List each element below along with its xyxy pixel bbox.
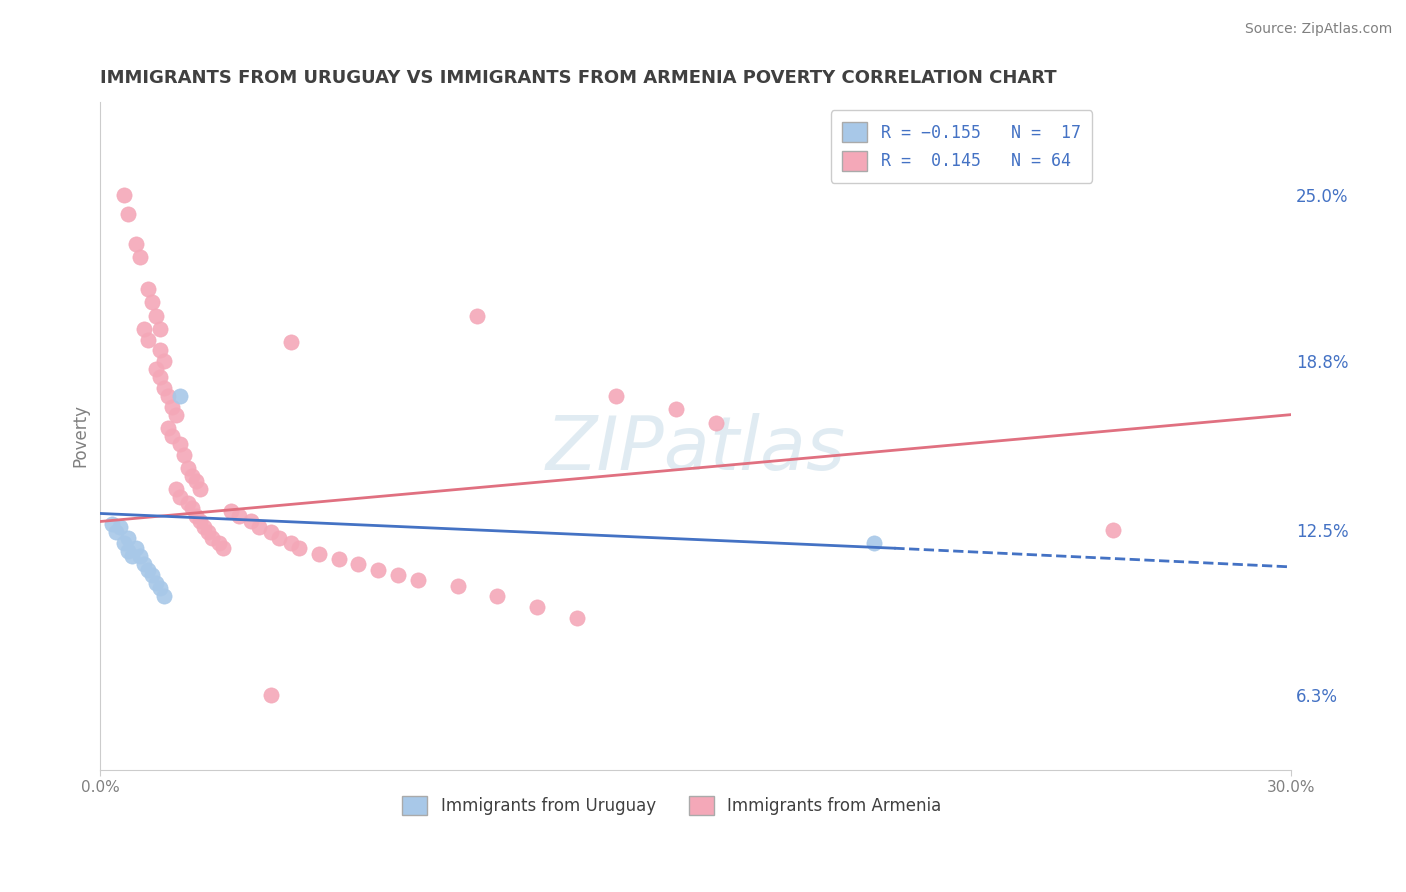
Point: [132, 322, 155, 336]
Point: [347, 558, 370, 572]
Y-axis label: Poverty: Poverty: [72, 404, 89, 467]
Point: [145, 362, 167, 376]
Point: [1101, 523, 1123, 537]
Point: [526, 599, 548, 614]
Point: [145, 309, 167, 323]
Point: [165, 483, 187, 497]
Point: [136, 563, 159, 577]
Point: [117, 544, 139, 558]
Point: [387, 568, 409, 582]
Point: [156, 421, 179, 435]
Point: [188, 515, 211, 529]
Point: [153, 590, 176, 604]
Point: [141, 568, 163, 582]
Point: [121, 549, 143, 564]
Point: [188, 483, 211, 497]
Point: [212, 541, 235, 556]
Point: [112, 188, 135, 202]
Point: [169, 389, 191, 403]
Point: [136, 282, 159, 296]
Point: [105, 525, 128, 540]
Point: [605, 389, 627, 403]
Text: ZIPatlas: ZIPatlas: [546, 413, 846, 485]
Point: [328, 552, 350, 566]
Point: [176, 461, 198, 475]
Text: Source: ZipAtlas.com: Source: ZipAtlas.com: [1244, 22, 1392, 37]
Point: [125, 541, 148, 556]
Point: [208, 536, 231, 550]
Point: [108, 520, 131, 534]
Legend: Immigrants from Uruguay, Immigrants from Armenia: Immigrants from Uruguay, Immigrants from…: [395, 789, 949, 822]
Point: [173, 448, 195, 462]
Point: [446, 579, 468, 593]
Point: [406, 574, 429, 588]
Point: [467, 309, 489, 323]
Point: [160, 400, 183, 414]
Point: [141, 295, 163, 310]
Point: [169, 491, 191, 505]
Point: [129, 250, 152, 264]
Point: [863, 536, 886, 550]
Point: [129, 549, 152, 564]
Point: [180, 469, 202, 483]
Point: [101, 517, 124, 532]
Point: [125, 236, 148, 251]
Point: [117, 207, 139, 221]
Point: [176, 496, 198, 510]
Point: [149, 582, 172, 596]
Text: IMMIGRANTS FROM URUGUAY VS IMMIGRANTS FROM ARMENIA POVERTY CORRELATION CHART: IMMIGRANTS FROM URUGUAY VS IMMIGRANTS FR…: [100, 69, 1057, 87]
Point: [221, 504, 243, 518]
Point: [200, 531, 222, 545]
Point: [704, 416, 727, 430]
Point: [112, 536, 135, 550]
Point: [169, 437, 191, 451]
Point: [228, 509, 250, 524]
Point: [247, 520, 270, 534]
Point: [665, 402, 688, 417]
Point: [280, 536, 302, 550]
Point: [260, 688, 283, 702]
Point: [267, 531, 290, 545]
Point: [197, 525, 219, 540]
Point: [132, 558, 155, 572]
Point: [184, 475, 207, 489]
Point: [240, 515, 263, 529]
Point: [149, 343, 172, 358]
Point: [149, 370, 172, 384]
Point: [160, 429, 183, 443]
Point: [153, 381, 176, 395]
Point: [180, 501, 202, 516]
Point: [165, 408, 187, 422]
Point: [153, 354, 176, 368]
Point: [149, 322, 172, 336]
Point: [288, 541, 311, 556]
Point: [117, 531, 139, 545]
Point: [193, 520, 215, 534]
Point: [145, 576, 167, 591]
Point: [184, 509, 207, 524]
Point: [565, 610, 588, 624]
Point: [367, 563, 389, 577]
Point: [136, 333, 159, 347]
Point: [260, 525, 283, 540]
Point: [280, 335, 302, 350]
Point: [308, 547, 330, 561]
Point: [486, 590, 509, 604]
Point: [156, 389, 179, 403]
